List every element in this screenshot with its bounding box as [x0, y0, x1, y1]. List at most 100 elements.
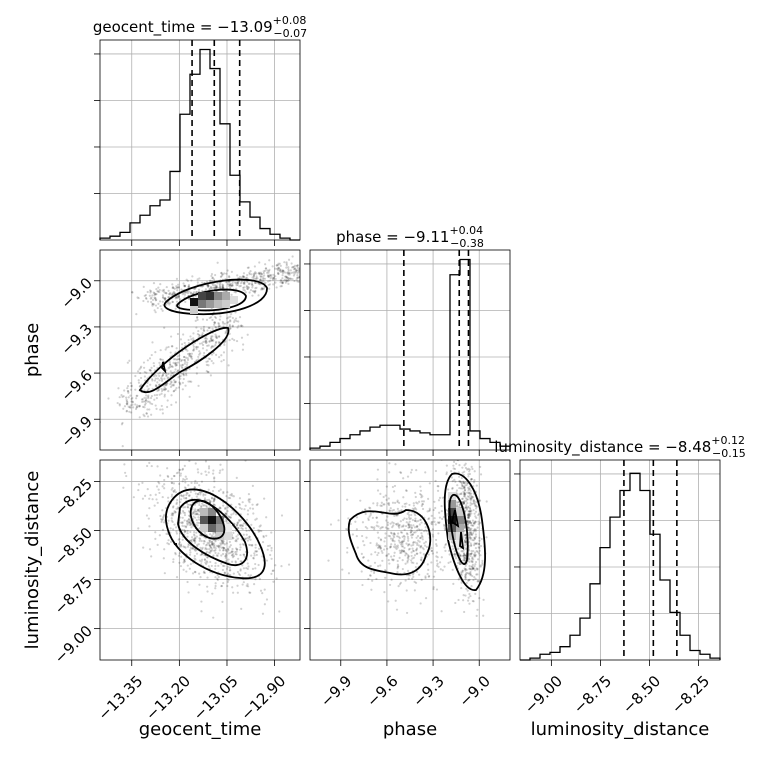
y-tick-label-luminosity_distance: −9.00: [51, 622, 96, 667]
scatter-point: [182, 495, 185, 498]
scatter-point: [188, 553, 192, 556]
scatter-point: [380, 504, 383, 507]
scatter-point: [188, 354, 191, 358]
scatter-point: [156, 389, 159, 392]
scatter-point: [467, 512, 470, 516]
scatter-point: [192, 539, 196, 542]
scatter-point: [151, 341, 154, 344]
scatter-point: [443, 565, 446, 568]
scatter-point: [200, 480, 204, 483]
scatter-point: [387, 502, 390, 505]
scatter-point: [221, 564, 225, 567]
scatter-point: [179, 468, 182, 472]
scatter-point: [435, 588, 439, 591]
scatter-point: [198, 277, 201, 280]
scatter-point: [183, 478, 187, 481]
scatter-point: [177, 386, 181, 389]
scatter-point: [187, 286, 190, 289]
scatter-point: [467, 513, 470, 517]
scatter-point: [409, 471, 413, 474]
scatter-point: [444, 549, 447, 553]
scatter-point: [222, 581, 225, 585]
scatter-point: [148, 357, 152, 360]
scatter-point: [244, 504, 247, 507]
scatter-point: [409, 574, 412, 577]
scatter-point: [141, 400, 144, 403]
scatter-point: [466, 523, 470, 526]
scatter-point: [154, 385, 158, 388]
scatter-point: [474, 503, 477, 506]
scatter-point: [245, 284, 248, 288]
scatter-point: [458, 504, 461, 507]
scatter-point: [235, 476, 238, 479]
scatter-point: [185, 493, 188, 497]
scatter-point: [170, 403, 173, 406]
scatter-point: [355, 516, 359, 519]
scatter-point: [430, 549, 433, 553]
scatter-point: [219, 469, 222, 472]
scatter-point: [397, 585, 400, 588]
scatter-point: [400, 541, 403, 544]
scatter-point: [418, 528, 421, 532]
scatter-point: [227, 558, 230, 561]
scatter-point: [407, 526, 410, 529]
scatter-point: [455, 501, 459, 504]
scatter-point: [469, 573, 472, 576]
contour-right-inner: [450, 509, 460, 528]
scatter-point: [156, 290, 159, 293]
scatter-point: [187, 518, 190, 521]
scatter-point: [396, 567, 399, 570]
scatter-point: [184, 384, 187, 387]
scatter-point: [199, 538, 202, 541]
scatter-point: [474, 592, 477, 596]
scatter-point: [453, 553, 456, 556]
scatter-point: [240, 507, 243, 510]
scatter-point: [171, 384, 174, 387]
scatter-point: [474, 555, 477, 558]
scatter-point: [218, 507, 221, 510]
scatter-point: [207, 285, 210, 288]
scatter-point: [179, 374, 182, 378]
scatter-point: [456, 437, 458, 439]
scatter-point: [194, 479, 197, 483]
scatter-point: [458, 503, 461, 506]
scatter-point: [410, 561, 413, 564]
scatter-point: [146, 385, 149, 388]
scatter-point: [436, 521, 439, 524]
scatter-point: [393, 554, 396, 558]
scatter-point: [426, 510, 429, 513]
scatter-point: [420, 559, 423, 562]
scatter-point: [394, 599, 397, 602]
scatter-point: [412, 531, 416, 534]
scatter-point: [267, 275, 270, 278]
scatter-point: [196, 508, 199, 511]
scatter-point: [419, 536, 422, 539]
scatter-point: [217, 489, 221, 493]
scatter-point: [183, 362, 186, 365]
scatter-point: [447, 561, 450, 564]
scatter-point: [461, 497, 464, 500]
scatter-point: [250, 554, 253, 557]
scatter-point: [287, 276, 290, 280]
scatter-point: [463, 526, 466, 529]
scatter-point: [249, 498, 252, 501]
scatter-point: [475, 484, 478, 487]
scatter-point: [346, 446, 348, 448]
scatter-point: [195, 345, 198, 349]
scatter-point: [151, 378, 154, 381]
scatter-point: [464, 573, 467, 576]
scatter-point: [118, 403, 121, 406]
scatter-point: [216, 578, 219, 581]
scatter-point: [213, 499, 216, 502]
scatter-point: [205, 560, 208, 563]
scatter-point: [221, 540, 225, 543]
scatter-point: [368, 506, 371, 509]
scatter-point: [148, 525, 151, 528]
scatter-point: [146, 381, 149, 384]
scatter-point: [287, 277, 290, 280]
scatter-point: [477, 512, 481, 515]
scatter-point: [254, 578, 257, 581]
scatter-point: [188, 503, 191, 506]
scatter-point: [180, 521, 183, 524]
scatter-point: [409, 531, 412, 534]
